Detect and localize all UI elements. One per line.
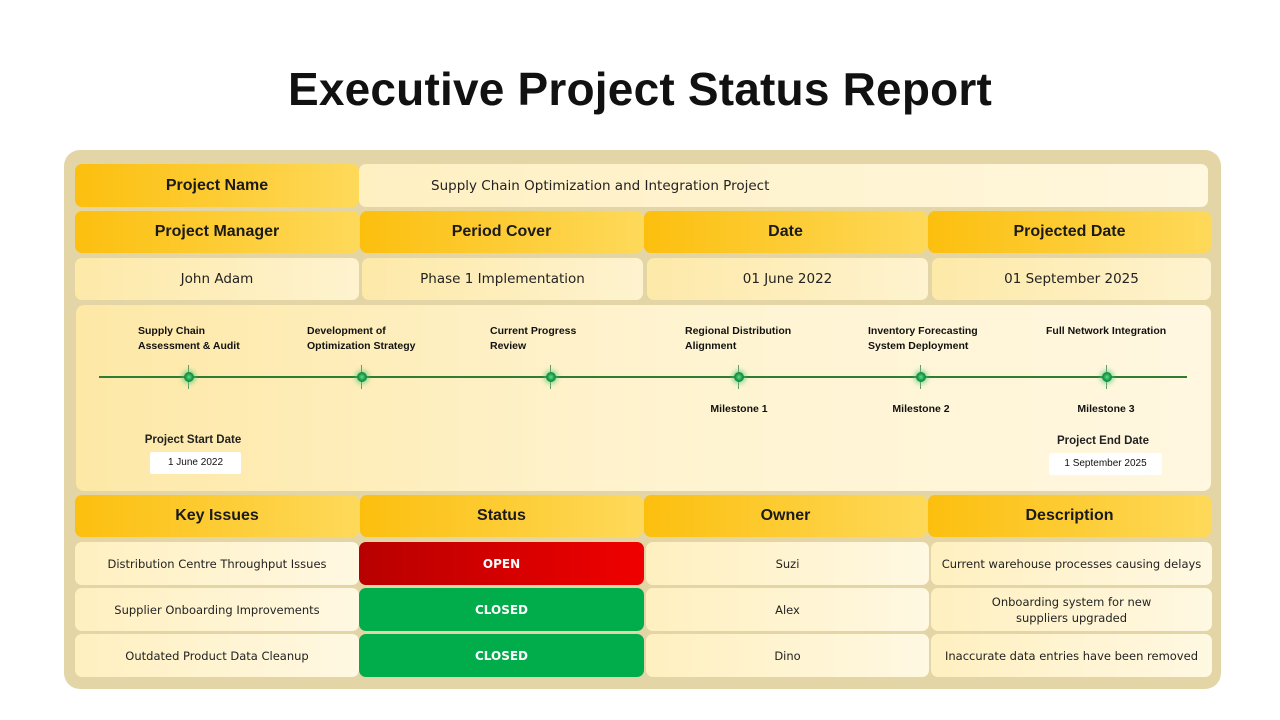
timeline-node-6	[1097, 365, 1117, 389]
timeline-stage-1-label: Supply Chain Assessment & Audit	[138, 325, 240, 352]
issue-3-name: Outdated Product Data Cleanup	[75, 634, 359, 677]
issue-2-description: Onboarding system for new suppliers upgr…	[931, 588, 1212, 631]
issue-2-status-badge: CLOSED	[359, 588, 644, 631]
milestone-3-label: Milestone 3	[1077, 403, 1135, 415]
timeline-line	[99, 376, 1187, 378]
timeline-stage-3-label: Current Progress Review	[490, 325, 577, 352]
project-manager-value: John Adam	[75, 258, 359, 300]
header-status: Status	[360, 495, 643, 537]
timeline-node-5	[911, 365, 931, 389]
timeline-panel: Supply Chain Assessment & Audit Developme…	[76, 305, 1211, 491]
header-description: Description	[928, 495, 1211, 537]
project-end-date-label: Project End Date	[1056, 435, 1150, 447]
project-name-value: Supply Chain Optimization and Integratio…	[359, 164, 1208, 207]
period-cover-value: Phase 1 Implementation	[362, 258, 643, 300]
header-date: Date	[644, 211, 927, 253]
project-name-label: Project Name	[75, 164, 359, 207]
issue-1-description: Current warehouse processes causing dela…	[931, 542, 1212, 585]
timeline-stage-2-label: Development of Optimization Strategy	[307, 325, 416, 352]
header-projected-date: Projected Date	[928, 211, 1211, 253]
milestone-1-label: Milestone 1	[710, 403, 768, 415]
issue-3-owner: Dino	[646, 634, 929, 677]
project-start-date-label: Project Start Date	[144, 434, 242, 446]
header-owner: Owner	[644, 495, 927, 537]
issue-3-status-badge: CLOSED	[359, 634, 644, 677]
page-title: Executive Project Status Report	[287, 63, 993, 115]
project-end-date-value: 1 September 2025	[1049, 453, 1162, 475]
date-value: 01 June 2022	[647, 258, 928, 300]
timeline-stage-6-label: Full Network Integration	[1046, 325, 1167, 337]
issue-1-owner: Suzi	[646, 542, 929, 585]
header-period-cover: Period Cover	[360, 211, 643, 253]
timeline-node-2	[352, 365, 372, 389]
timeline-node-4	[729, 365, 749, 389]
timeline-stage-5-label: Inventory Forecasting System Deployment	[868, 325, 978, 352]
timeline-node-1	[179, 365, 199, 389]
milestone-2-label: Milestone 2	[892, 403, 950, 415]
project-start-date-value: 1 June 2022	[150, 452, 241, 474]
header-key-issues: Key Issues	[75, 495, 359, 537]
issue-1-name: Distribution Centre Throughput Issues	[75, 542, 359, 585]
timeline-stage-4-label: Regional Distribution Alignment	[685, 325, 792, 352]
issue-2-owner: Alex	[646, 588, 929, 631]
issue-3-description: Inaccurate data entries have been remove…	[931, 634, 1212, 677]
projected-date-value: 01 September 2025	[932, 258, 1211, 300]
timeline-node-3	[541, 365, 561, 389]
issue-1-status-badge: OPEN	[359, 542, 644, 585]
issue-2-name: Supplier Onboarding Improvements	[75, 588, 359, 631]
header-project-manager: Project Manager	[75, 211, 359, 253]
